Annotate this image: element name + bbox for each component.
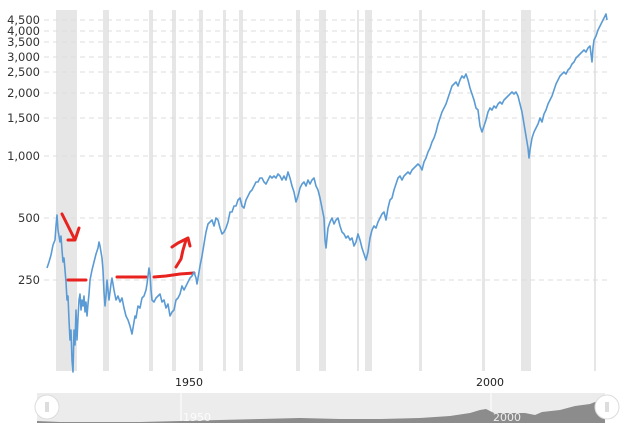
recession-band [365,10,372,371]
y-tick-label: 500 [18,211,40,225]
up-arrow-annotation [170,236,192,269]
y-gridlines [44,19,610,281]
y-tick-label: 250 [18,273,40,287]
y-tick-label: 3,000 [7,50,40,64]
recession-bands [56,10,596,371]
navigator-label-1950: 1950 [183,411,211,424]
x-axis-labels: 1950 2000 [175,376,504,389]
recession-band [199,10,203,371]
index-price-line [46,13,608,373]
y-tick-label: 1,000 [7,149,40,163]
recession-band [482,10,485,371]
y-tick-label: 3,500 [7,35,40,49]
y-tick-label: 1,500 [7,111,40,125]
recession-band [172,10,176,371]
recession-band [419,10,422,371]
recession-band [319,10,326,371]
red-annotations [60,212,196,282]
y-tick-label: 4,000 [7,24,40,38]
recession-band [296,10,300,371]
navigator-label-2000: 2000 [493,411,521,424]
recession-band [56,10,77,371]
down-arrow-annotation [60,212,81,242]
navigator-left-handle[interactable] [34,394,60,420]
x-tick-label: 2000 [476,376,504,389]
navigator[interactable]: 1950 2000 [34,393,620,424]
navigator-area-series [37,398,605,423]
recession-band [103,10,109,371]
recession-band [149,10,153,371]
y-tick-label: 2,000 [7,86,40,100]
navigator-right-handle[interactable] [594,394,620,420]
recession-band [223,10,226,371]
recession-band [357,10,359,371]
support-line-right [152,271,196,279]
recession-band [594,10,596,371]
x-tick-label: 1950 [175,376,203,389]
y-tick-label: 4,500 [7,13,40,27]
recession-band [521,10,531,371]
recession-band [239,10,243,371]
y-tick-label: 2,500 [7,65,40,79]
